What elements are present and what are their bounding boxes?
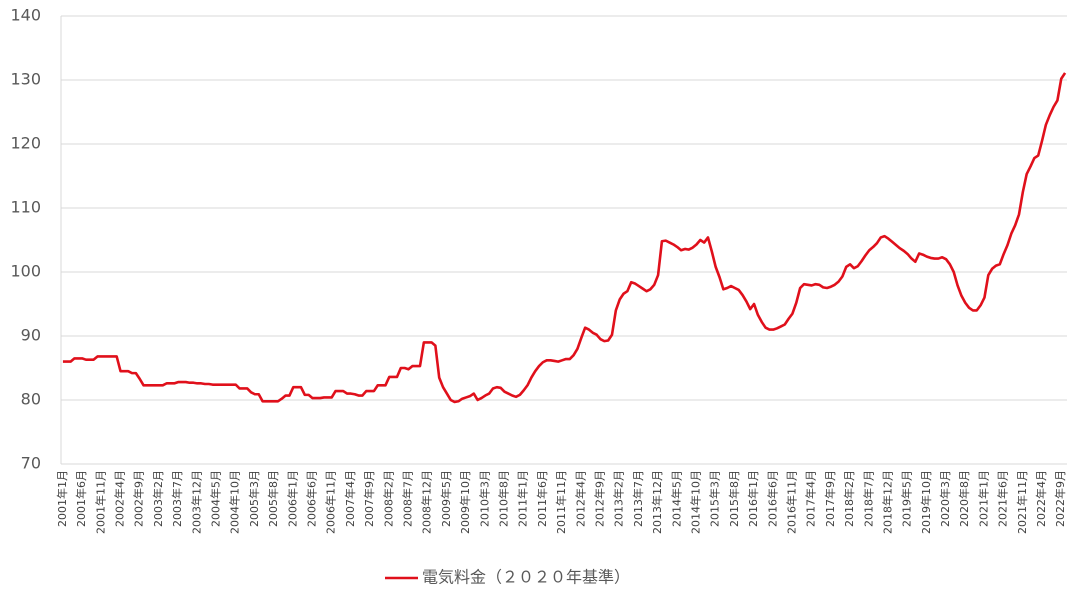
y-tick-label: 100 [10, 262, 41, 281]
x-tick-label: 2013年12月 [650, 470, 664, 534]
x-tick-label: 2007年4月 [343, 470, 357, 527]
x-tick-label: 2005年8月 [266, 470, 280, 527]
x-tick-label: 2009年10月 [458, 470, 472, 534]
x-tick-label: 2011年6月 [535, 470, 549, 527]
x-tick-label: 2022年9月 [1053, 470, 1067, 527]
x-tick-label: 2003年2月 [151, 470, 165, 527]
y-tick-label: 80 [21, 390, 41, 409]
x-tick-label: 2012年9月 [592, 470, 606, 527]
x-tick-label: 2022年4月 [1034, 470, 1048, 527]
x-tick-label: 2016年11月 [784, 470, 798, 534]
x-tick-label: 2001年1月 [55, 470, 69, 527]
x-tick-label: 2014年10月 [688, 470, 702, 534]
x-tick-label: 2013年2月 [612, 470, 626, 527]
y-tick-label: 70 [21, 454, 41, 473]
x-tick-label: 2021年6月 [996, 470, 1010, 527]
x-tick-label: 2017年4月 [804, 470, 818, 527]
x-tick-label: 2002年4月 [113, 470, 127, 527]
x-tick-label: 2008年12月 [420, 470, 434, 534]
x-tick-label: 2020年3月 [938, 470, 952, 527]
x-tick-label: 2013年7月 [631, 470, 645, 527]
x-tick-label: 2021年11月 [1015, 470, 1029, 534]
y-tick-label: 130 [10, 70, 41, 89]
x-tick-label: 2015年3月 [708, 470, 722, 527]
x-tick-label: 2006年6月 [305, 470, 319, 527]
x-tick-label: 2004年5月 [209, 470, 223, 527]
x-tick-label: 2012年4月 [573, 470, 587, 527]
x-tick-label: 2006年11月 [324, 470, 338, 534]
x-tick-label: 2008年7月 [400, 470, 414, 527]
x-tick-label: 2011年1月 [516, 470, 530, 527]
x-tick-label: 2006年1月 [285, 470, 299, 527]
x-tick-label: 2011年11月 [554, 470, 568, 534]
x-tick-label: 2004年10月 [228, 470, 242, 534]
y-tick-label: 120 [10, 134, 41, 153]
x-tick-label: 2008年2月 [381, 470, 395, 527]
x-tick-label: 2015年8月 [727, 470, 741, 527]
y-tick-label: 140 [10, 6, 41, 25]
x-tick-label: 2016年6月 [765, 470, 779, 527]
x-tick-label: 2017年9月 [823, 470, 837, 527]
x-tick-label: 2021年1月 [976, 470, 990, 527]
x-tick-label: 2001年11月 [93, 470, 107, 534]
x-tick-label: 2019年10月 [919, 470, 933, 534]
x-tick-label: 2018年2月 [842, 470, 856, 527]
x-tick-label: 2007年9月 [362, 470, 376, 527]
x-tick-label: 2019年5月 [900, 470, 914, 527]
x-tick-label: 2020年8月 [957, 470, 971, 527]
x-tick-label: 2005年3月 [247, 470, 261, 527]
x-tick-label: 2016年1月 [746, 470, 760, 527]
x-tick-label: 2014年5月 [669, 470, 683, 527]
y-tick-label: 90 [21, 326, 41, 345]
data-line [62, 72, 1067, 404]
x-tick-label: 2003年12月 [189, 470, 203, 534]
x-tick-label: 2010年8月 [496, 470, 510, 527]
y-tick-label: 110 [10, 198, 41, 217]
x-tick-label: 2003年7月 [170, 470, 184, 527]
x-tick-label: 2018年12月 [880, 470, 894, 534]
x-tick-label: 2009年5月 [439, 470, 453, 527]
legend-label: 電気料金（２０２０年基準） [422, 568, 630, 587]
x-tick-label: 2010年3月 [477, 470, 491, 527]
x-tick-label: 2018年7月 [861, 470, 875, 527]
x-tick-label: 2001年6月 [74, 470, 88, 527]
x-tick-label: 2002年9月 [132, 470, 146, 527]
